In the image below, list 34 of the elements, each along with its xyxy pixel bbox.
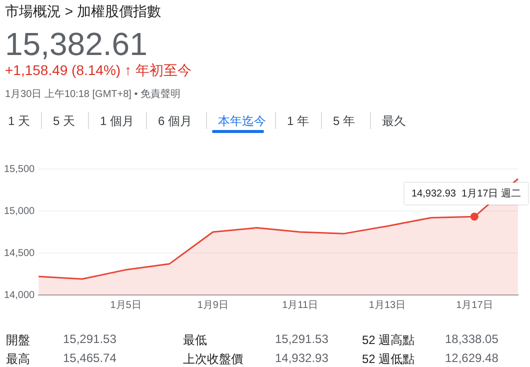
text: 最久 (382, 113, 406, 130)
text: 52 週高點 (362, 332, 415, 349)
text: 1月30日 上午10:18 [GMT+8] • 免責聲明 (5, 88, 180, 101)
y-tick-label: 15,000 (4, 206, 36, 217)
text: 15,465.74 (63, 351, 116, 365)
annotation: 14,932.93 1月17日 週二 (411, 188, 522, 200)
text: 14,932.93 (275, 351, 328, 365)
y-tick-label: 14,000 (4, 290, 36, 301)
y-tick-label: 15,500 (4, 164, 36, 175)
text: +1,158.49 (8.14%) ↑ 年初至今 (5, 62, 192, 80)
text: 上次收盤價 (183, 351, 243, 367)
x-tick-label: 1月9日 (197, 300, 228, 311)
text: 最低 (183, 332, 207, 349)
text: 15,382.61 (5, 26, 148, 63)
x-tick-label: 1月13日 (368, 300, 406, 311)
text: 18,338.05 (445, 332, 498, 346)
text: 15,291.53 (275, 332, 328, 346)
text: 12,629.48 (445, 351, 498, 365)
text: 1 天 (8, 113, 30, 130)
text: 最高 (6, 351, 30, 367)
text: 15,291.53 (63, 332, 116, 346)
text: 開盤 (6, 332, 30, 349)
x-tick-label: 1月5日 (110, 300, 142, 311)
text: 1 年 (287, 113, 310, 130)
x-tick-label: 1月11日 (282, 300, 318, 311)
text: 52 週低點 (362, 351, 415, 367)
text: 本年迄今 (218, 113, 266, 130)
chart-title: 市場概況 > 加權股價指數 (5, 3, 161, 21)
text: 5 天 (53, 113, 76, 130)
y-tick-label: 14,500 (4, 248, 36, 259)
x-tick-label: 1月17日 (456, 300, 493, 311)
text: 1 個月 (100, 113, 134, 130)
text: 6 個月 (158, 113, 192, 130)
text: 5 年 (333, 113, 356, 130)
